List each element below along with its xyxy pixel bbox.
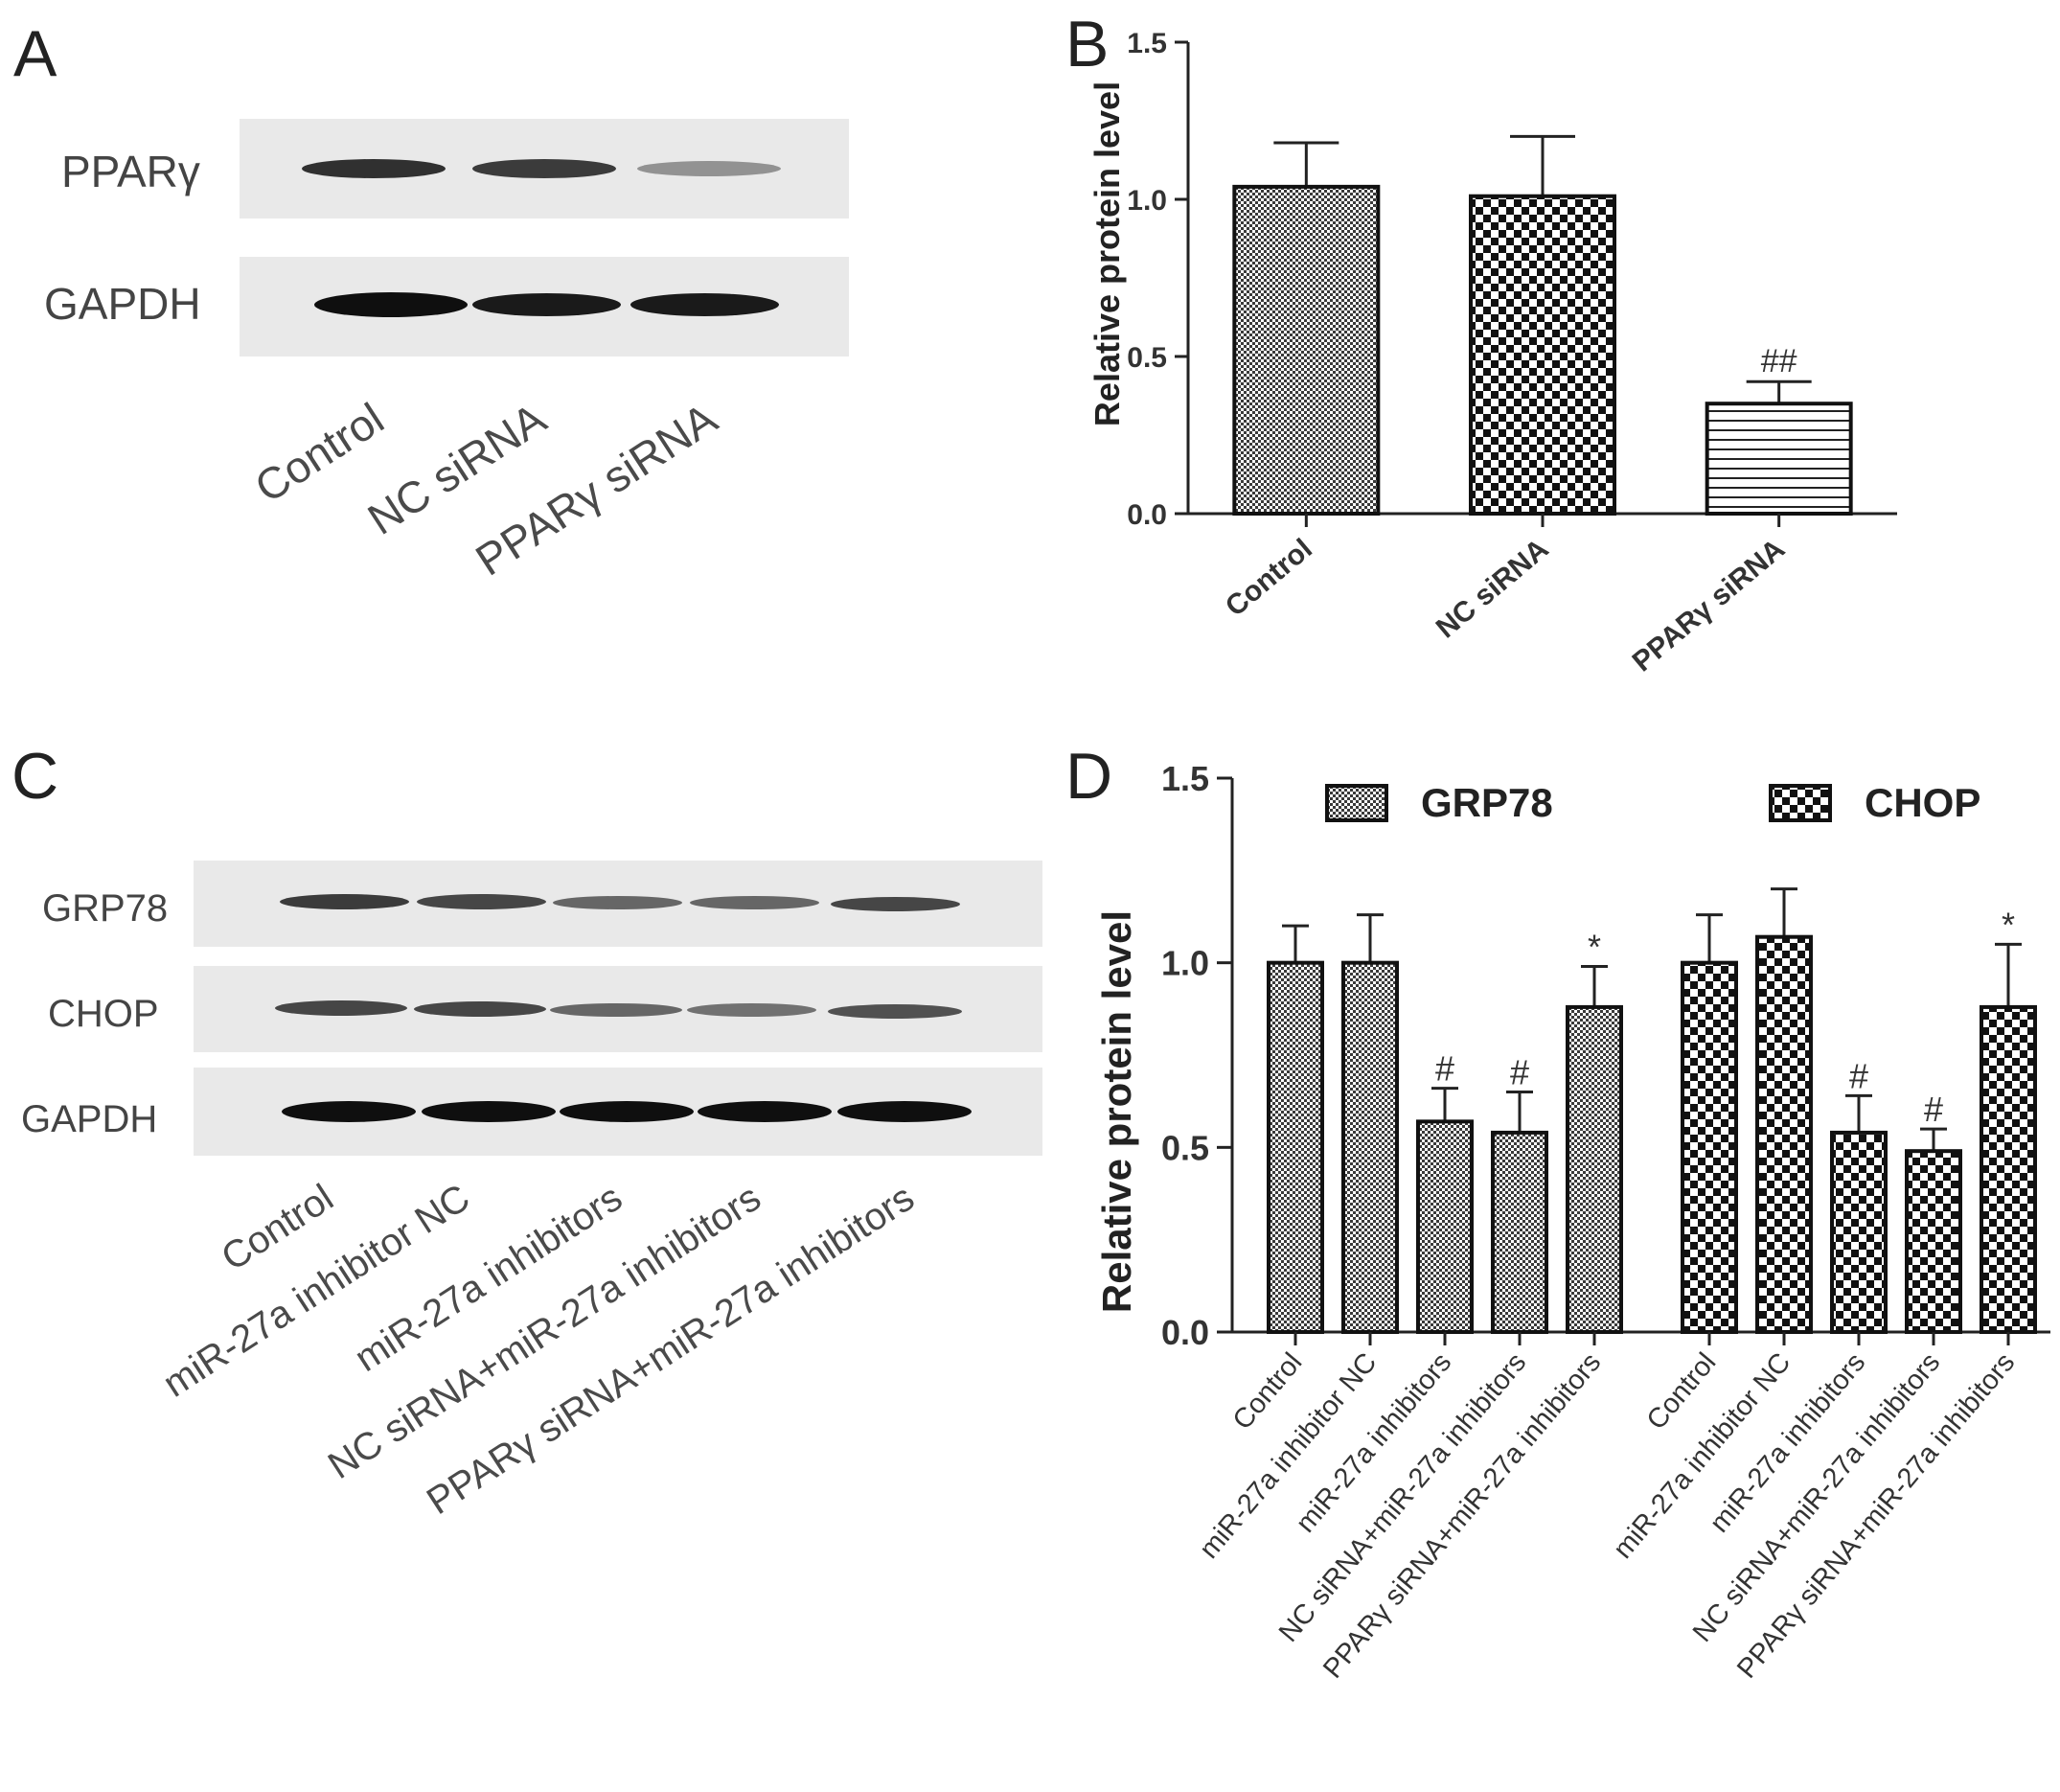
bar [1416,1119,1474,1334]
band [560,1101,694,1122]
bar [1705,402,1853,517]
y-tick-label: 1.0 [1161,944,1209,983]
x-tick-label: NC siRNA [1431,533,1555,644]
band [302,159,446,178]
band [472,159,616,178]
blot-strip-ppar [240,119,849,218]
band [828,1004,962,1019]
significance-label: * [1588,928,1601,967]
bar [1830,1130,1888,1335]
panel-letter-d: D [1065,740,1113,813]
y-tick-label: 0.0 [1161,1313,1209,1352]
band [837,1101,972,1122]
band [275,1000,407,1016]
significance-label: * [2002,905,2015,944]
band [282,1101,416,1122]
blot-strip-chop [194,966,1042,1052]
x-tick-label: PPARγ siRNA [1627,533,1791,678]
x-tick-label: PPARγ siRNA+miR-27a inhibitors [1731,1347,2021,1685]
blot-row-label-gapdh: GAPDH [44,279,201,329]
panel-letter-b: B [1065,8,1110,80]
blot-strip-gapdh-c [194,1068,1042,1156]
significance-label: # [1849,1056,1868,1095]
band [280,894,409,909]
y-tick-label: 1.0 [1127,185,1167,217]
band [630,293,779,316]
band [690,896,819,909]
panel-letter-c: C [11,740,59,813]
y-axis-title: Relative protein level [1087,81,1127,426]
y-tick-label: 1.5 [1161,759,1209,798]
band [831,897,960,911]
band [698,1101,832,1122]
bar-chart-b: 0.0 0.5 1.0 1.5 Control NC siRNA ## PPARγ siRNA… [1087,28,1897,678]
significance-label: # [1924,1090,1943,1129]
bar [1681,960,1738,1335]
x-tick-label: PPARγ siRNA+miR-27a inhibitors [1317,1347,1607,1685]
legend-label: GRP78 [1421,780,1553,825]
bar [1232,184,1381,516]
legend-label: CHOP [1865,780,1980,825]
significance-label: # [1510,1053,1529,1092]
band [637,161,781,176]
y-tick-label: 0.0 [1127,499,1167,531]
bar [1980,1004,2037,1334]
bar [1341,960,1399,1335]
y-tick-label: 1.5 [1127,28,1167,59]
blot-row-label-chop: CHOP [48,993,159,1035]
bar [1267,960,1324,1335]
significance-label: # [1435,1049,1454,1089]
band [472,293,621,316]
band [414,1001,546,1017]
bar [1905,1149,1962,1335]
bar [1491,1130,1548,1335]
y-axis-title: Relative protein level [1094,910,1139,1313]
panel-letter-a: A [13,17,57,90]
blot-row-label-gapdh: GAPDH [21,1098,158,1140]
band [553,896,682,909]
band [422,1101,556,1122]
band [314,292,468,317]
legend-swatch [1769,784,1832,822]
y-tick-label: 0.5 [1127,342,1167,374]
blot-row-label-ppar: PPARγ [61,147,200,196]
band [417,894,546,909]
blot-strip-grp78 [194,861,1042,947]
band [550,1003,682,1017]
y-tick-label: 0.5 [1161,1128,1209,1167]
blot-strip-gapdh [240,257,849,356]
bar [1469,194,1616,516]
x-tick-label: Control [1220,533,1318,623]
bar [1566,1004,1623,1334]
bar [1755,934,1813,1334]
significance-label: ## [1761,343,1797,379]
legend-swatch [1325,784,1388,822]
blot-row-label-grp78: GRP78 [42,887,169,930]
band [687,1003,816,1017]
